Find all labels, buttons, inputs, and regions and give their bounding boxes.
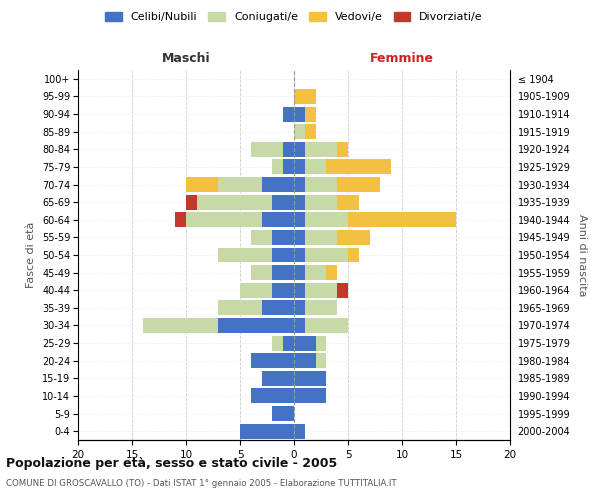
Bar — [294, 388, 326, 404]
Bar — [186, 194, 197, 210]
Bar — [294, 371, 326, 386]
Bar — [337, 230, 370, 245]
Bar — [283, 106, 294, 122]
Bar — [305, 160, 326, 174]
Bar — [197, 194, 272, 210]
Bar — [143, 318, 218, 333]
Bar — [240, 283, 272, 298]
Bar — [348, 248, 359, 262]
Bar — [272, 248, 294, 262]
Bar — [262, 177, 294, 192]
Bar — [251, 388, 294, 404]
Bar — [305, 177, 337, 192]
Bar — [251, 353, 294, 368]
Bar — [294, 194, 305, 210]
Bar — [305, 212, 348, 228]
Bar — [305, 300, 337, 316]
Bar — [337, 177, 380, 192]
Bar — [218, 300, 262, 316]
Bar — [294, 353, 316, 368]
Bar — [305, 142, 337, 157]
Bar — [305, 230, 337, 245]
Bar — [283, 160, 294, 174]
Bar — [337, 194, 359, 210]
Bar — [272, 160, 283, 174]
Bar — [305, 248, 348, 262]
Bar — [305, 106, 316, 122]
Bar — [294, 177, 305, 192]
Bar — [294, 106, 305, 122]
Bar — [294, 160, 305, 174]
Y-axis label: Anni di nascita: Anni di nascita — [577, 214, 587, 296]
Text: Femmine: Femmine — [370, 52, 434, 65]
Bar — [305, 194, 337, 210]
Bar — [294, 424, 305, 438]
Bar — [337, 283, 348, 298]
Bar — [272, 194, 294, 210]
Bar — [283, 336, 294, 350]
Bar — [294, 336, 316, 350]
Bar — [316, 353, 326, 368]
Bar — [305, 318, 348, 333]
Bar — [294, 230, 305, 245]
Bar — [294, 248, 305, 262]
Bar — [337, 142, 348, 157]
Bar — [272, 283, 294, 298]
Bar — [294, 265, 305, 280]
Bar — [251, 265, 272, 280]
Bar — [294, 300, 305, 316]
Y-axis label: Fasce di età: Fasce di età — [26, 222, 37, 288]
Bar — [294, 124, 305, 139]
Bar — [305, 265, 326, 280]
Bar — [272, 265, 294, 280]
Bar — [305, 124, 316, 139]
Bar — [272, 230, 294, 245]
Text: Maschi: Maschi — [161, 52, 211, 65]
Bar — [348, 212, 456, 228]
Bar — [186, 177, 218, 192]
Bar — [251, 230, 272, 245]
Bar — [251, 142, 283, 157]
Legend: Celibi/Nubili, Coniugati/e, Vedovi/e, Divorziati/e: Celibi/Nubili, Coniugati/e, Vedovi/e, Di… — [101, 7, 487, 27]
Bar — [240, 424, 294, 438]
Bar — [294, 89, 316, 104]
Bar — [218, 177, 262, 192]
Bar — [262, 300, 294, 316]
Bar — [316, 336, 326, 350]
Bar — [294, 142, 305, 157]
Bar — [218, 248, 272, 262]
Bar — [283, 142, 294, 157]
Bar — [326, 160, 391, 174]
Bar — [262, 371, 294, 386]
Bar — [294, 212, 305, 228]
Bar — [305, 283, 337, 298]
Bar — [186, 212, 262, 228]
Bar — [272, 406, 294, 421]
Bar — [175, 212, 186, 228]
Bar — [272, 336, 283, 350]
Bar — [326, 265, 337, 280]
Text: Popolazione per età, sesso e stato civile - 2005: Popolazione per età, sesso e stato civil… — [6, 458, 337, 470]
Bar — [294, 283, 305, 298]
Bar — [262, 212, 294, 228]
Bar — [294, 318, 305, 333]
Text: COMUNE DI GROSCAVALLO (TO) - Dati ISTAT 1° gennaio 2005 - Elaborazione TUTTITALI: COMUNE DI GROSCAVALLO (TO) - Dati ISTAT … — [6, 479, 397, 488]
Bar — [218, 318, 294, 333]
